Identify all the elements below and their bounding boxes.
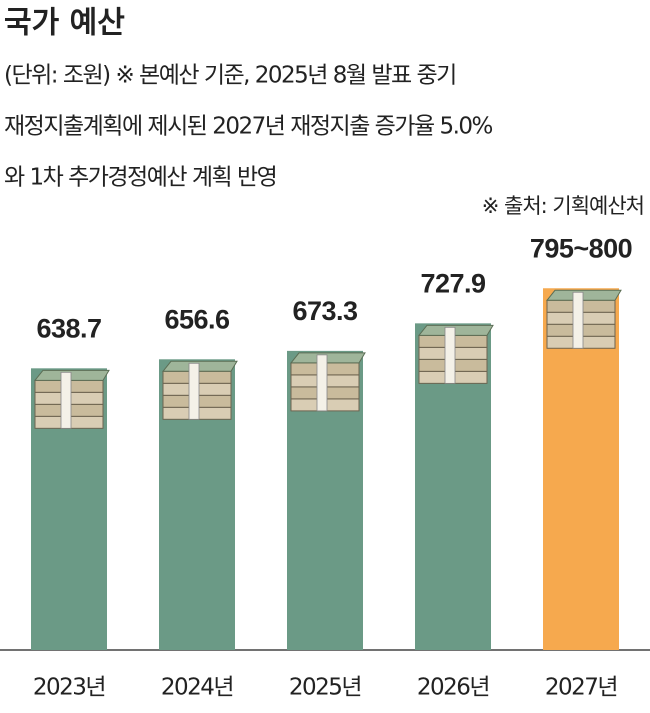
money-stack [33, 369, 110, 429]
x-tick-label: 2023년 [33, 675, 105, 701]
chart-title: 국가 예산 [4, 6, 125, 41]
note-line: 와 1차 추가경정예산 계획 반영 [4, 165, 276, 191]
value-label: 727.9 [420, 268, 486, 298]
value-label: 638.7 [36, 313, 101, 343]
x-tick-label: 2024년 [161, 675, 233, 701]
note-line: (단위: 조원) ※ 본예산 기준, 2025년 8월 발표 중기 [4, 63, 456, 89]
bill-band [572, 291, 584, 349]
bill-top [33, 369, 110, 381]
bill-top [417, 324, 494, 336]
x-tick-label: 2027년 [545, 675, 617, 701]
value-label: 656.6 [164, 304, 230, 334]
bill-band [60, 371, 72, 429]
x-tick-label: 2026년 [417, 675, 489, 701]
bill-top [161, 360, 238, 372]
note-line: 재정지출계획에 제시된 2027년 재정지출 증가율 5.0% [4, 114, 493, 140]
bill-band [316, 354, 328, 412]
source: ※ 출처: 기획예산처 [482, 194, 644, 218]
bill-band [444, 326, 456, 384]
money-stack [417, 324, 494, 384]
value-label: 795~800 [530, 233, 632, 263]
money-stack [289, 352, 366, 412]
bill-top [289, 352, 366, 364]
bill-band [188, 362, 200, 420]
bill-top [545, 289, 622, 301]
value-label: 673.3 [292, 296, 358, 326]
money-stack [545, 289, 622, 349]
money-stack [161, 360, 238, 420]
x-tick-label: 2025년 [289, 675, 361, 701]
